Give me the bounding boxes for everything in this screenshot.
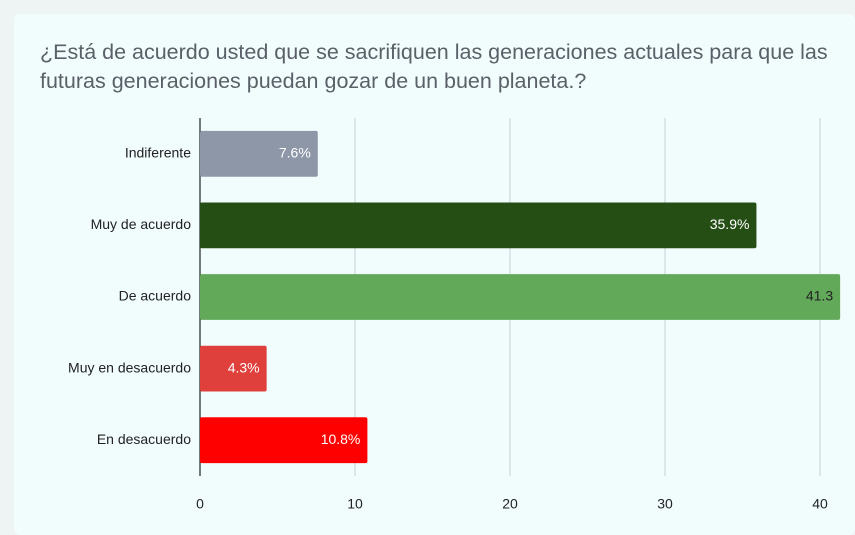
value-label: 10.8% [321, 431, 361, 447]
y-tick-label: En desacuerdo [97, 431, 191, 447]
x-tick-label: 20 [502, 496, 518, 512]
value-label: 7.6% [279, 145, 311, 161]
y-tick-label: De acuerdo [119, 288, 192, 304]
y-tick-label: Muy de acuerdo [91, 216, 192, 232]
bar [200, 345, 267, 392]
y-tick-label: Indiferente [125, 145, 191, 161]
x-tick-label: 0 [196, 496, 204, 512]
bar [200, 130, 318, 177]
x-tick-label: 40 [812, 496, 828, 512]
bar [200, 202, 757, 249]
bar [200, 417, 368, 464]
x-tick-label: 10 [347, 496, 363, 512]
bar [200, 274, 841, 320]
y-tick-label: Muy en desacuerdo [68, 359, 191, 375]
value-label: 35.9% [710, 216, 750, 232]
value-label: 4.3% [228, 359, 260, 375]
chart-title: ¿Está de acuerdo usted que se sacrifique… [40, 40, 828, 93]
value-label: 41.3 [806, 288, 833, 304]
x-tick-label: 30 [657, 496, 673, 512]
